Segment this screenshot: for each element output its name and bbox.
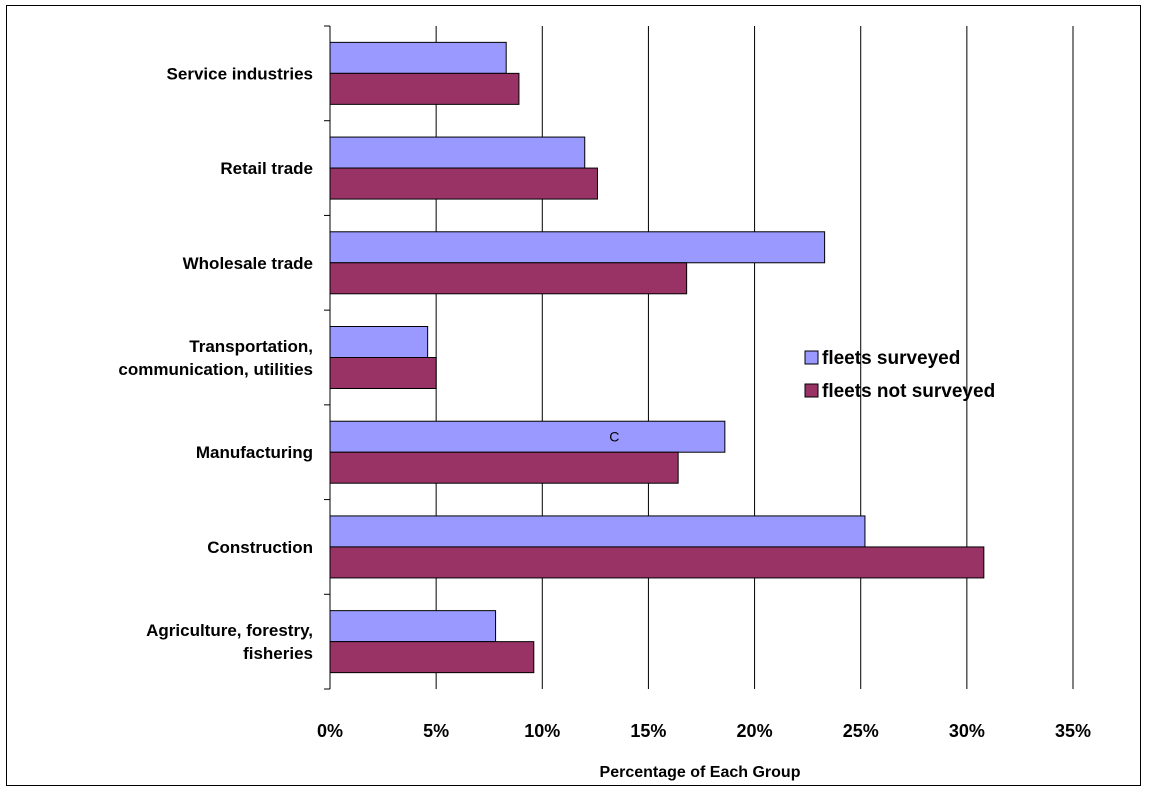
category-label: Manufacturing [196,443,313,462]
bar [329,357,437,389]
category-label: Retail trade [220,159,313,178]
x-tick-label: 10% [524,721,560,741]
category-label: Service industries [167,64,313,83]
category-label: Wholesale trade [183,254,313,273]
x-axis-title: Percentage of Each Group [600,764,801,781]
x-tick-label: 0% [317,721,343,741]
legend-label: fleets surveyed [822,348,960,369]
bar [329,641,535,674]
x-tick-label: 20% [737,721,773,741]
category-label: Construction [207,538,313,557]
bar [329,420,726,453]
category-label: fisheries [243,644,313,663]
bar-annotation: C [609,429,619,445]
bar [329,167,598,200]
category-label: Transportation, [189,337,313,356]
bar [329,451,679,484]
bar [329,41,507,74]
bar [329,546,985,579]
x-tick-label: 15% [630,721,666,741]
category-label: communication, utilities [118,360,313,379]
category-labels: Service industries Retail trade Wholesale … [118,64,313,663]
legend-label: fleets not surveyed [822,381,995,402]
gridlines [435,26,1074,689]
legend: fleets surveyed fleets not surveyed [804,348,995,402]
bar [329,610,497,643]
category-label: Agriculture, forestry, [146,621,313,640]
bar [329,326,429,358]
bar [329,515,866,548]
x-tick-label: 5% [423,721,449,741]
legend-swatch [804,350,819,365]
bar [329,136,586,169]
chart-frame [6,5,1141,786]
bar [329,231,826,264]
x-tick-label: 30% [949,721,985,741]
axes [324,25,331,690]
x-tick-labels: 0% 5% 10% 15% 20% 25% 30% 35% [317,721,1091,741]
bars: C [329,41,985,674]
x-tick-label: 35% [1055,721,1091,741]
bar [329,262,688,295]
bar [329,72,520,105]
x-tick-label: 25% [843,721,879,741]
legend-swatch [804,383,819,398]
